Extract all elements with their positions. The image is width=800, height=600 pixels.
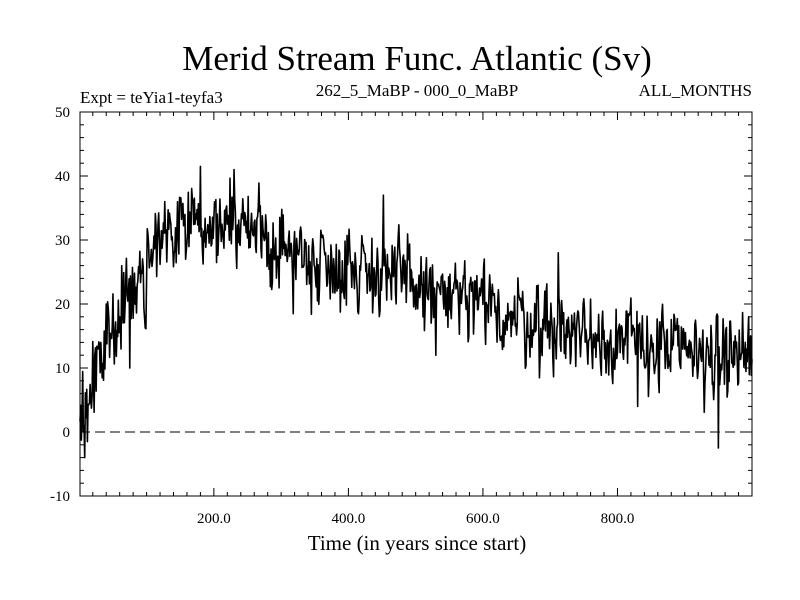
x-tick-label: 600.0	[466, 511, 500, 527]
x-tick-label: 800.0	[601, 511, 635, 527]
x-tick-label: 400.0	[332, 511, 366, 527]
chart-title: Merid Stream Func. Atlantic (Sv)	[182, 39, 652, 78]
period-label: 262_5_MaBP - 000_0_MaBP	[316, 81, 518, 100]
experiment-label: Expt = teYia1-teyfa3	[80, 88, 223, 107]
y-tick-label: 10	[55, 361, 70, 377]
y-tick-label: 20	[55, 297, 70, 313]
months-label: ALL_MONTHS	[639, 81, 752, 100]
y-tick-label: 50	[55, 105, 70, 121]
x-tick-label: 200.0	[197, 511, 231, 527]
x-axis-label: Time (in years since start)	[308, 531, 527, 555]
axis-tick-labels: 200.0 400.0 600.0 800.0 -10 0 10 20 30 40 50	[50, 105, 634, 527]
series-line	[79, 165, 753, 459]
y-tick-label: 30	[55, 233, 70, 249]
y-tick-label: 40	[55, 169, 70, 185]
y-tick-label: -10	[50, 489, 70, 505]
y-tick-label: 0	[63, 425, 71, 441]
